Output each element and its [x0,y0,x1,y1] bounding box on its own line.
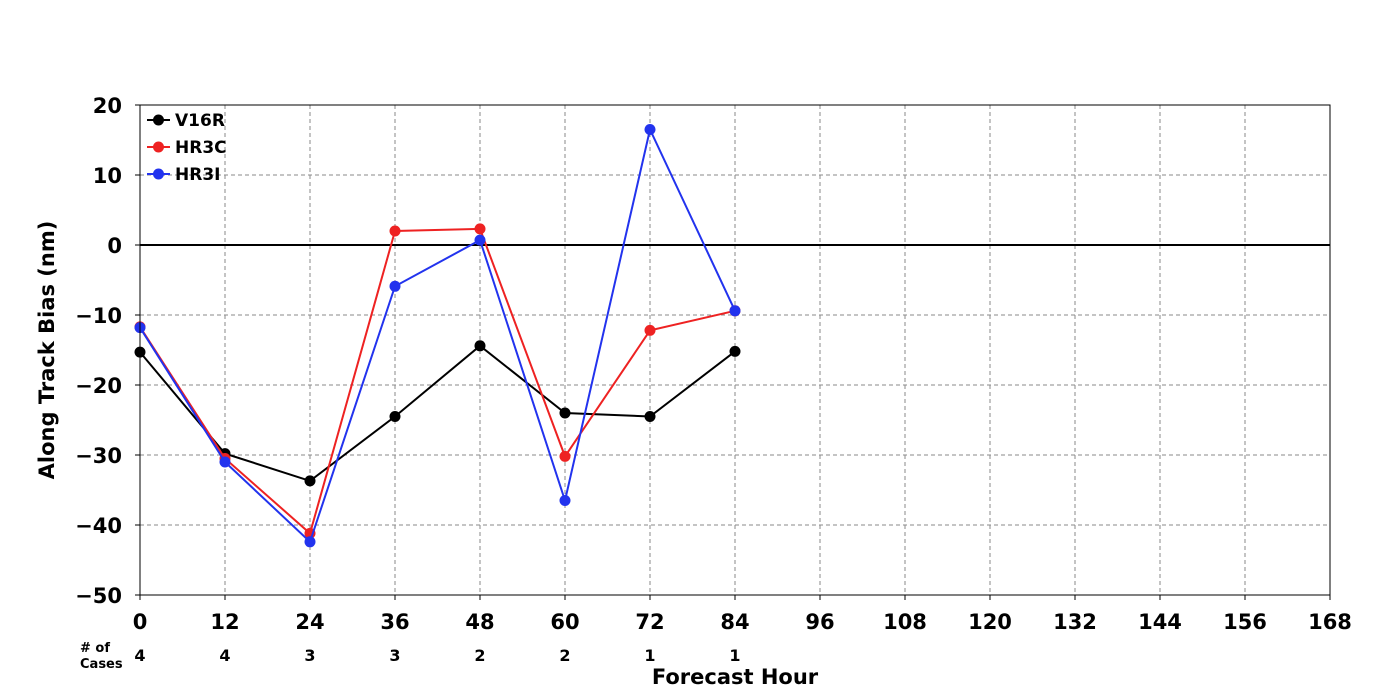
legend: V16R HR3C HR3I [147,111,227,185]
y-tick-label: −20 [75,374,122,398]
series-line-v16r [139,344,736,483]
data-point-hr3i [389,280,401,292]
legend-label: HR3I [175,165,220,185]
case-count: 2 [559,646,570,665]
case-count: 3 [389,646,400,665]
legend-label: HR3C [175,138,227,158]
y-tick-label: −10 [75,304,122,328]
data-point-v16r [304,475,316,487]
data-point-v16r [389,411,401,422]
x-tick-label: 36 [380,610,409,634]
x-tick-label: 168 [1308,610,1352,634]
legend-item-hr3i: HR3I [147,165,220,185]
case-count: 1 [729,646,740,665]
data-point-hr3c [389,225,401,237]
series-line-hr3i [139,126,736,544]
case-count: 4 [134,646,145,665]
x-tick-label: 120 [968,610,1012,634]
series-line-hr3c [139,227,736,536]
series-v16r [134,340,741,487]
cases-label-line2: Cases [80,657,123,672]
legend-label: V16R [175,111,225,131]
y-tick-labels: −50 −40 −30 −20 −10 0 10 20 [75,94,140,608]
x-tick-label: 0 [133,610,148,634]
data-point-hr3i [304,536,316,548]
data-point-v16r [729,345,741,357]
x-tick-label: 144 [1138,610,1182,634]
data-point-hr3c [644,324,656,336]
y-tick-label: −40 [75,514,122,538]
series-group [134,124,741,548]
y-tick-label: 10 [93,164,122,188]
x-tick-label: 48 [465,610,494,634]
legend-marker [153,114,164,126]
y-tick-label: 0 [107,234,122,258]
data-point-hr3i [644,124,656,135]
case-count: 3 [304,646,315,665]
data-point-hr3i [729,305,741,317]
x-tick-label: 24 [295,610,324,634]
case-count: 2 [474,646,485,665]
data-point-hr3i [219,456,231,468]
legend-marker [153,141,164,153]
legend-item-hr3c: HR3C [147,138,227,158]
series-hr3i [134,124,741,548]
y-tick-label: 20 [93,94,122,118]
x-tick-label: 156 [1223,610,1267,634]
case-count: 1 [644,646,655,665]
data-point-v16r [644,411,656,422]
x-tick-labels: 0 12 24 36 48 60 72 84 96 108 120 132 144 156 168 [133,595,1352,634]
case-count: 4 [219,646,230,665]
data-point-v16r [474,340,486,352]
x-tick-label: 84 [720,610,749,634]
data-point-hr3i [559,495,571,506]
cases-label-line1: # of [80,641,110,656]
data-point-hr3i [474,234,486,246]
data-point-hr3c [559,450,571,462]
y-tick-label: −30 [75,444,122,468]
y-axis-label: Along Track Bias (nm) [35,221,59,480]
x-tick-label: 96 [805,610,834,634]
data-point-v16r [559,407,571,419]
x-tick-label: 108 [883,610,927,634]
data-point-hr3c [474,223,486,235]
x-tick-label: 72 [635,610,664,634]
x-axis-label: Forecast Hour [652,665,819,689]
y-tick-label: −50 [75,584,122,608]
legend-marker [153,168,164,180]
x-tick-label: 12 [210,610,239,634]
x-tick-label: 60 [550,610,579,634]
legend-item-v16r: V16R [147,111,225,131]
cases-row: # of Cases 4 4 3 3 2 2 1 1 [80,641,741,672]
x-tick-label: 132 [1053,610,1097,634]
